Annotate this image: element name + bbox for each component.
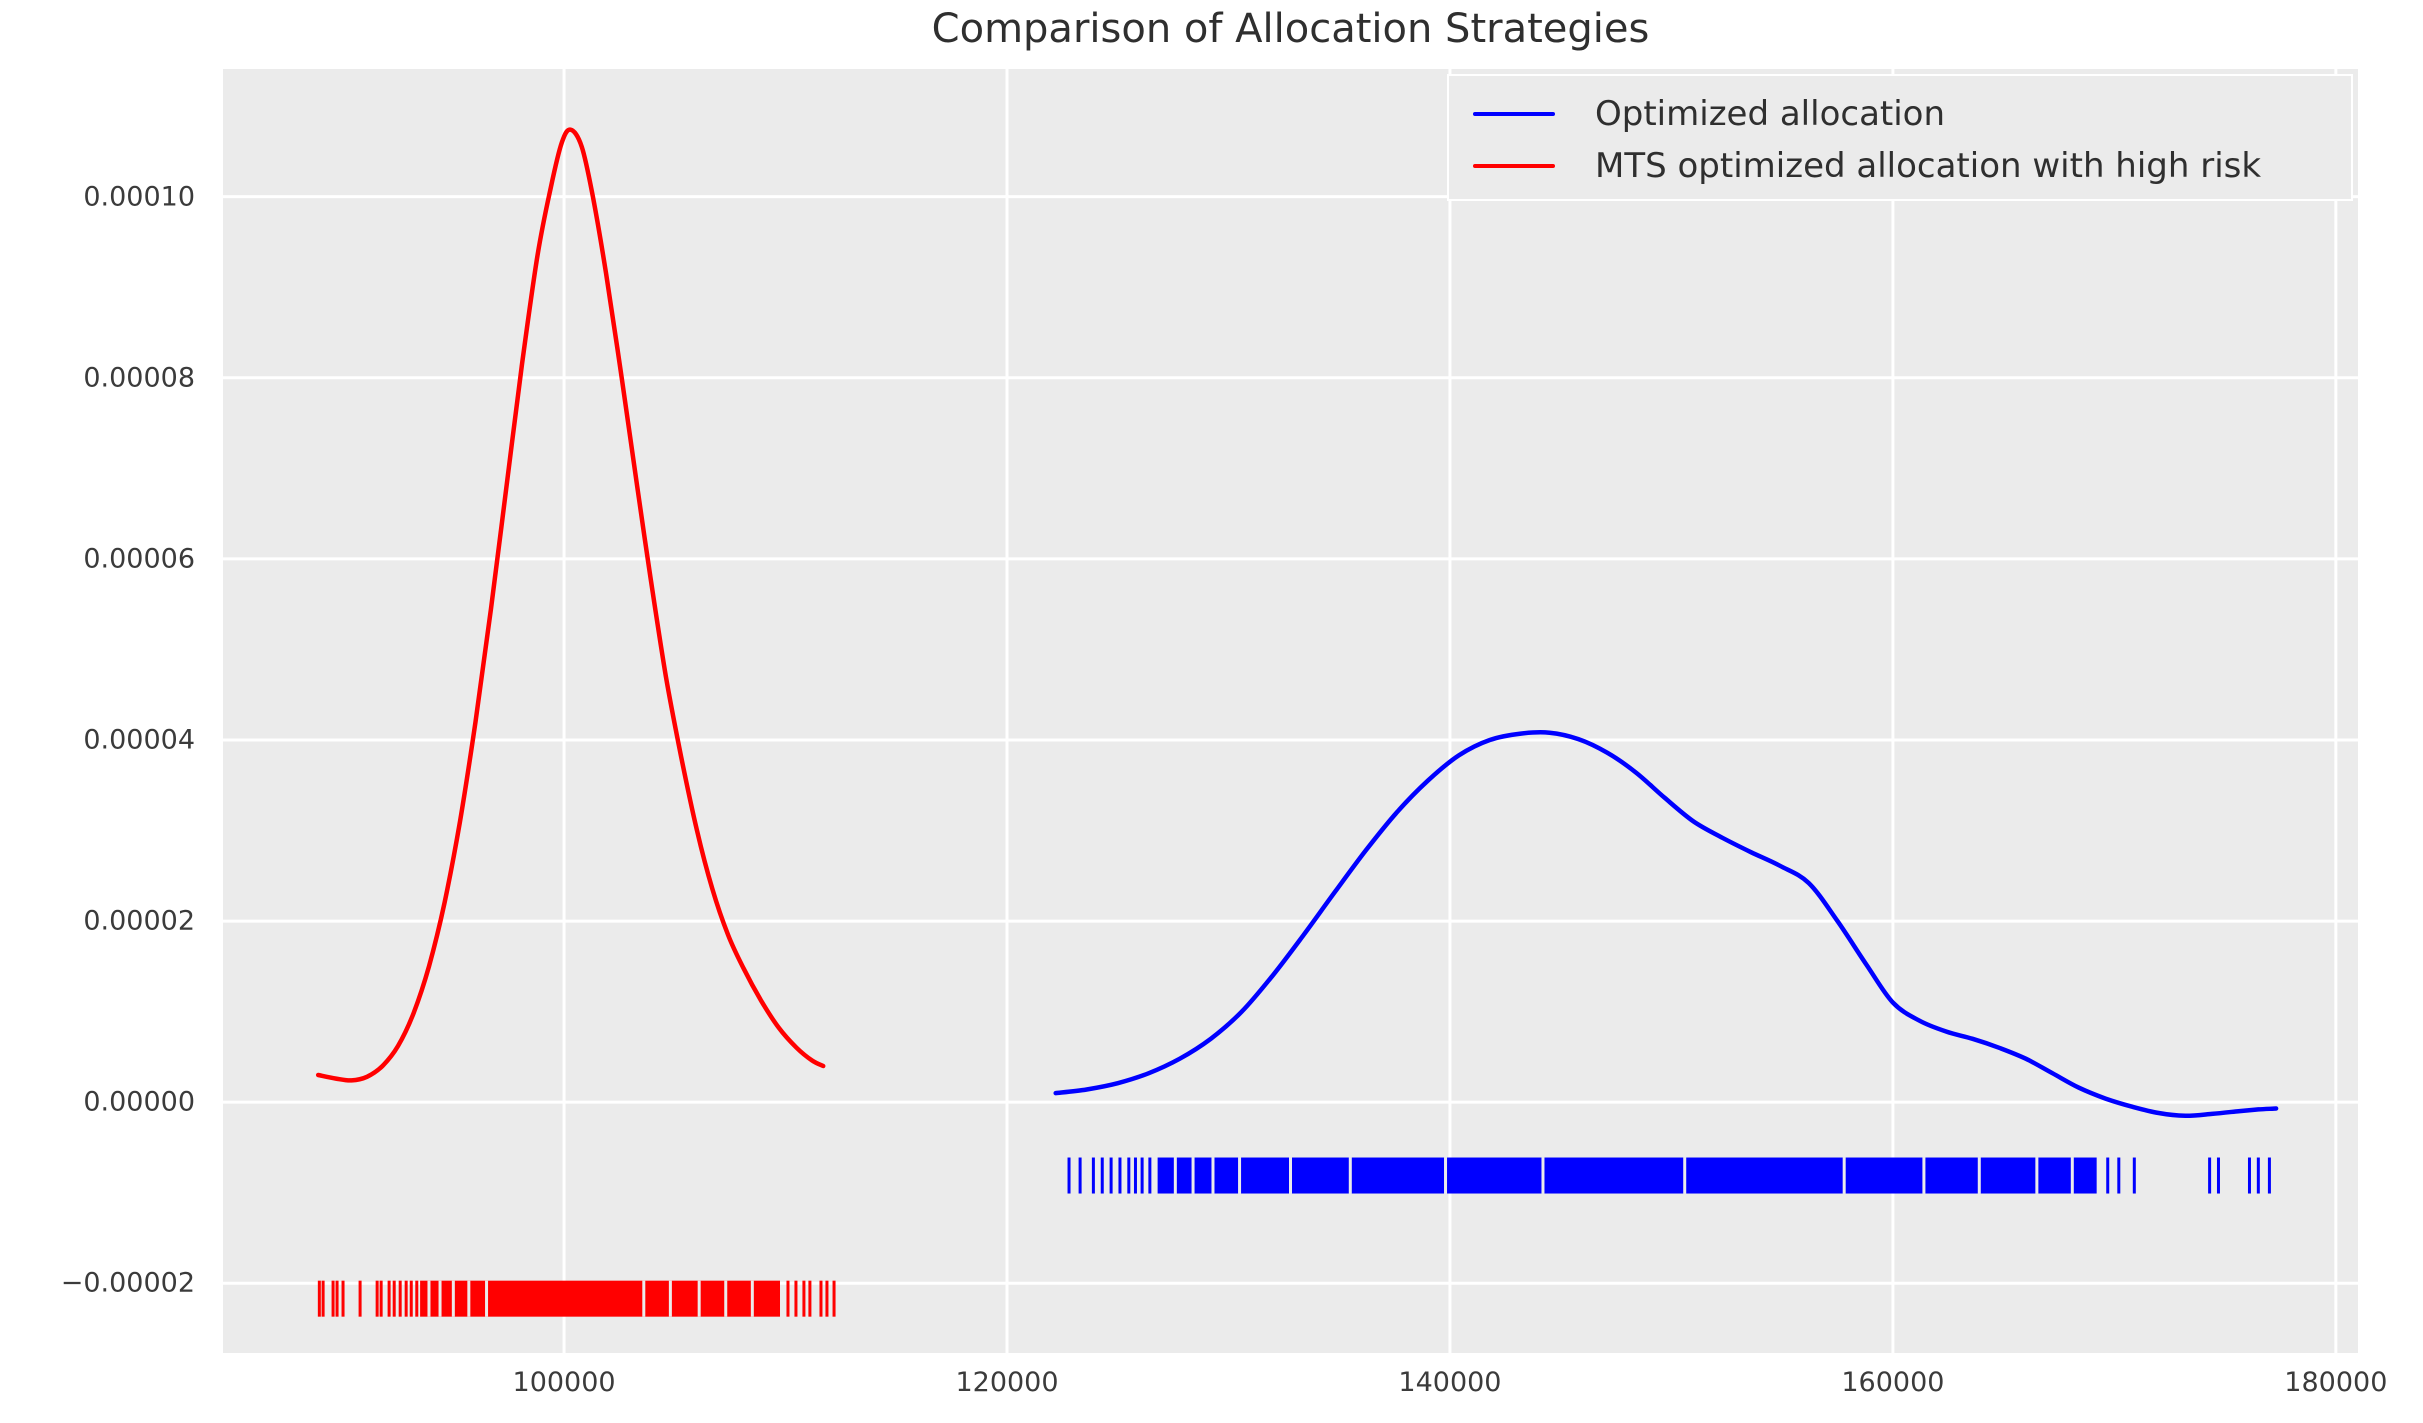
rug-mark [2247, 1157, 2251, 1194]
rug-mark [387, 1280, 391, 1317]
rug-mark [802, 1280, 806, 1317]
rug-mark [415, 1280, 419, 1317]
legend-entry: Optimized allocation [1449, 88, 2351, 140]
rug-gap [668, 1280, 672, 1317]
rug-mark [358, 1280, 362, 1317]
rug-mark [398, 1280, 402, 1317]
rug-gap [642, 1280, 646, 1317]
legend-label: Optimized allocation [1595, 94, 1946, 134]
rug-mark [2267, 1157, 2271, 1194]
kde-curve-red [315, 127, 826, 1083]
rug-gap [1444, 1157, 1448, 1194]
y-tick-label: 0.00004 [83, 724, 195, 756]
rug-mark [392, 1280, 396, 1317]
rug-gap [427, 1280, 431, 1317]
rug-mark [2117, 1157, 2121, 1194]
rug-gap [1348, 1157, 1352, 1194]
x-tick-label: 120000 [955, 1367, 1059, 1398]
legend-line-swatch [1473, 112, 1555, 116]
rug-band-blue [1157, 1157, 2097, 1194]
rug-mark [2208, 1157, 2212, 1194]
legend-label: MTS optimized allocation with high risk [1595, 146, 2262, 186]
rug-mark [1148, 1157, 1152, 1194]
plot-panel [223, 69, 2358, 1353]
y-tick-label: 0.00000 [83, 1086, 195, 1118]
rug-gap [1541, 1157, 1545, 1194]
rug-gap [1922, 1157, 1926, 1194]
rug-gap [2035, 1157, 2039, 1194]
y-tick-label: −0.00002 [60, 1267, 195, 1299]
rug-gap [697, 1280, 701, 1317]
y-tick-label: 0.00006 [83, 543, 195, 575]
rug-gap [1211, 1157, 1215, 1194]
legend-line-swatch [1473, 164, 1555, 168]
rug-mark [375, 1280, 379, 1317]
y-tick-label: 0.00002 [83, 905, 195, 937]
rug-gap [451, 1280, 455, 1317]
rug-mark [1140, 1157, 1144, 1194]
rug-gap [438, 1280, 442, 1317]
kde-curve-blue [1053, 730, 2279, 1119]
x-tick-label: 100000 [512, 1367, 616, 1398]
rug-gap [1238, 1157, 1242, 1194]
rug-mark [379, 1280, 383, 1317]
rug-mark [1067, 1157, 1071, 1194]
rug-gap [1289, 1157, 1292, 1194]
rug-mark [409, 1280, 413, 1317]
rug-mark [794, 1280, 798, 1317]
y-tick-label: 0.00008 [83, 362, 195, 394]
rug-mark [2132, 1157, 2136, 1194]
rug-mark [335, 1280, 339, 1317]
rug-mark [825, 1280, 829, 1317]
rug-mark [331, 1280, 335, 1317]
legend-entry: MTS optimized allocation with high risk [1449, 140, 2351, 192]
rug-mark [317, 1280, 321, 1317]
rug-gap [1191, 1157, 1195, 1194]
rug-mark [1078, 1157, 1082, 1194]
rug-mark [1100, 1157, 1104, 1194]
rug-gap [485, 1280, 489, 1317]
rug-mark [832, 1280, 836, 1317]
rug-gap [724, 1280, 728, 1317]
rug-mark [1118, 1157, 1122, 1194]
rug-gap [2070, 1157, 2074, 1194]
rug-mark [808, 1280, 812, 1317]
rug-mark [2106, 1157, 2110, 1194]
rug-band-red [420, 1280, 781, 1317]
rug-mark [321, 1280, 325, 1317]
rug-mark [2256, 1157, 2260, 1194]
x-tick-label: 140000 [1398, 1367, 1502, 1398]
rug-mark [404, 1280, 408, 1317]
x-tick-label: 180000 [2284, 1367, 2388, 1398]
rug-gap [750, 1280, 754, 1317]
y-tick-label: 0.00010 [83, 181, 195, 213]
rug-gap [1173, 1157, 1177, 1194]
rug-mark [819, 1280, 823, 1317]
rug-gap [1842, 1157, 1846, 1194]
rug-mark [1109, 1157, 1113, 1194]
rug-mark [341, 1280, 345, 1317]
x-tick-label: 160000 [1841, 1367, 1945, 1398]
rug-mark [1127, 1157, 1131, 1194]
rug-mark [1091, 1157, 1095, 1194]
rug-mark [786, 1280, 790, 1317]
rug-gap [1683, 1157, 1687, 1194]
rug-mark [1133, 1157, 1137, 1194]
rug-gap [1977, 1157, 1981, 1194]
legend: Optimized allocation MTS optimized alloca… [1447, 74, 2353, 201]
rug-gap [467, 1280, 471, 1317]
rug-mark [2216, 1157, 2220, 1194]
chart-title: Comparison of Allocation Strategies [931, 6, 1650, 52]
